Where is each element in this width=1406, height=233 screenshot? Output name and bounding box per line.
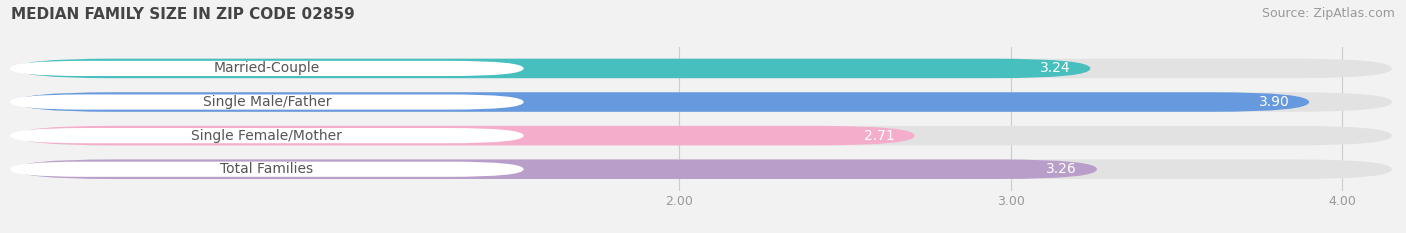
Text: 3.90: 3.90 <box>1258 95 1289 109</box>
FancyBboxPatch shape <box>17 159 1097 179</box>
FancyBboxPatch shape <box>17 159 1392 179</box>
Text: 2.71: 2.71 <box>865 129 894 143</box>
FancyBboxPatch shape <box>17 126 1392 145</box>
Text: Single Female/Mother: Single Female/Mother <box>191 129 342 143</box>
Text: Single Male/Father: Single Male/Father <box>202 95 330 109</box>
Text: 3.24: 3.24 <box>1040 62 1070 75</box>
FancyBboxPatch shape <box>17 59 1091 78</box>
FancyBboxPatch shape <box>17 92 1392 112</box>
FancyBboxPatch shape <box>10 128 523 143</box>
FancyBboxPatch shape <box>10 162 523 177</box>
FancyBboxPatch shape <box>10 94 523 110</box>
Text: 3.26: 3.26 <box>1046 162 1077 176</box>
Text: Source: ZipAtlas.com: Source: ZipAtlas.com <box>1261 7 1395 20</box>
Text: MEDIAN FAMILY SIZE IN ZIP CODE 02859: MEDIAN FAMILY SIZE IN ZIP CODE 02859 <box>11 7 354 22</box>
FancyBboxPatch shape <box>17 59 1392 78</box>
Text: Total Families: Total Families <box>221 162 314 176</box>
FancyBboxPatch shape <box>17 126 915 145</box>
FancyBboxPatch shape <box>17 92 1309 112</box>
FancyBboxPatch shape <box>10 61 523 76</box>
Text: Married-Couple: Married-Couple <box>214 62 321 75</box>
